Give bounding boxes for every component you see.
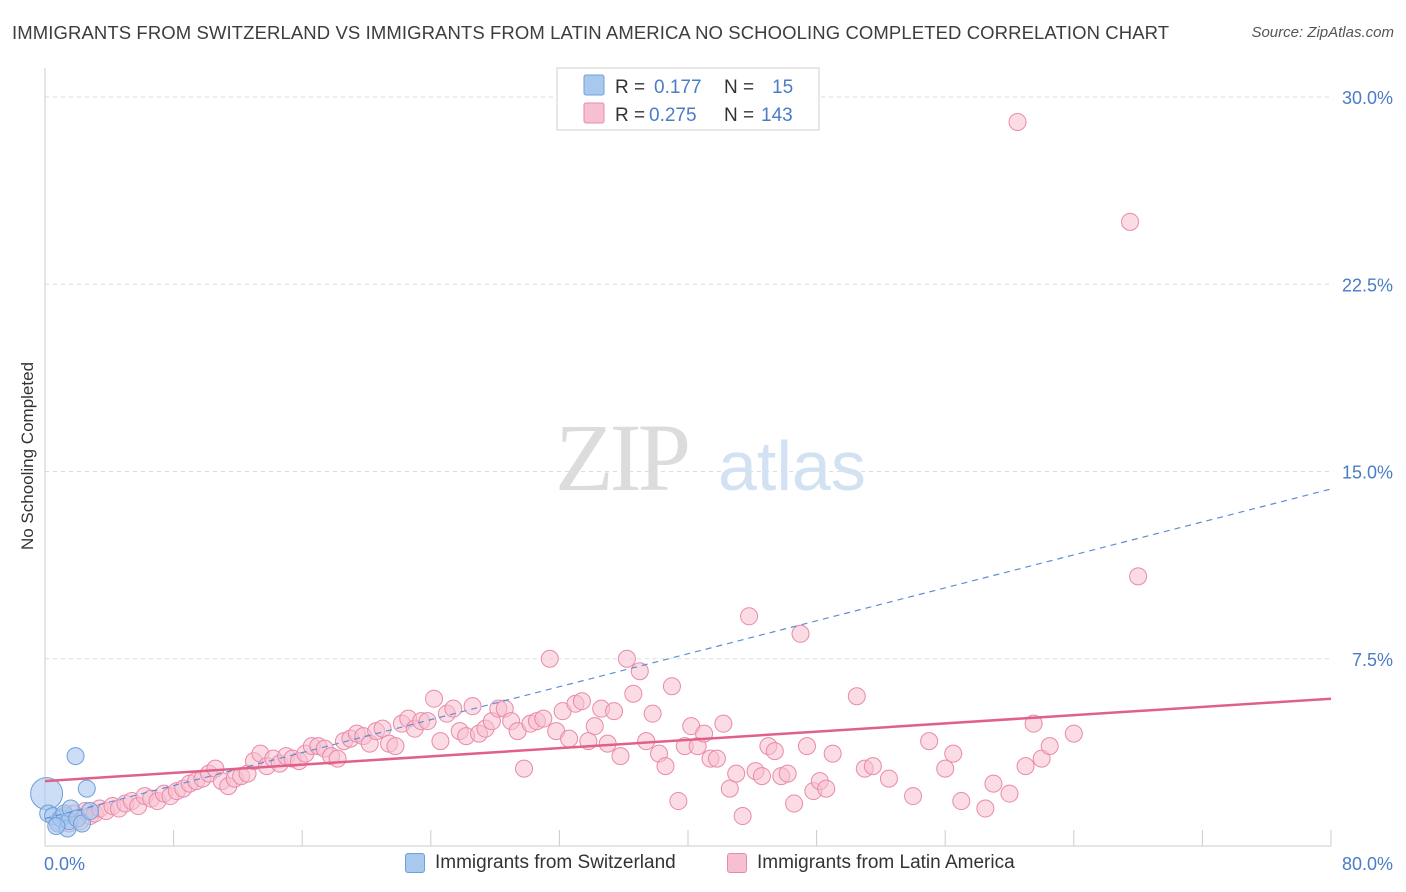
latin-america-point bbox=[976, 799, 995, 818]
latin-america-point bbox=[797, 737, 816, 756]
switzerland-trend-line bbox=[44, 488, 1332, 820]
latin-america-point bbox=[1040, 737, 1059, 756]
bottom-legend-item-latin-america: Immigrants from Latin America bbox=[727, 852, 1015, 874]
legend-r-label: R = bbox=[615, 105, 645, 126]
latin-america-point bbox=[373, 719, 392, 738]
latin-america-point bbox=[617, 649, 636, 668]
latin-america-point bbox=[572, 692, 591, 711]
latin-america-point bbox=[944, 744, 963, 763]
latin-america-point bbox=[785, 794, 804, 813]
latin-america-point bbox=[540, 649, 559, 668]
trend-layer bbox=[44, 488, 1332, 820]
legend-n-value: 15 bbox=[772, 77, 793, 98]
latin-america-point bbox=[1024, 714, 1043, 733]
latin-america-point bbox=[624, 684, 643, 703]
latin-america-point bbox=[328, 749, 347, 768]
latin-america-point bbox=[1129, 567, 1148, 586]
y-tick-label: 22.5% bbox=[1342, 275, 1393, 295]
switzerland-points bbox=[30, 747, 100, 838]
latin-america-point bbox=[585, 717, 604, 736]
latin-america-point bbox=[425, 689, 444, 708]
latin-america-point bbox=[733, 807, 752, 826]
bottom-legend-item-switzerland: Immigrants from Switzerland bbox=[405, 852, 676, 874]
legend-swatch-switzerland bbox=[583, 74, 605, 96]
watermark: ZIP atlas bbox=[555, 404, 866, 511]
latin-america-point bbox=[920, 732, 939, 751]
source-note: Source: ZipAtlas.com bbox=[1251, 24, 1394, 41]
latin-america-point bbox=[765, 742, 784, 761]
latin-america-point bbox=[662, 677, 681, 696]
latin-america-point bbox=[740, 607, 759, 626]
latin-america-point bbox=[431, 732, 450, 751]
latin-america-point bbox=[707, 749, 726, 768]
legend-n-label: N = bbox=[724, 105, 754, 126]
latin-america-point bbox=[444, 699, 463, 718]
latin-america-trend-line bbox=[44, 697, 1332, 783]
x-tick-label: 0.0% bbox=[44, 854, 85, 874]
watermark-zip: ZIP bbox=[555, 404, 688, 511]
axis-layer bbox=[44, 68, 1332, 847]
legend-n-value: 143 bbox=[761, 105, 793, 126]
latin-america-point bbox=[791, 624, 810, 643]
chart-title: IMMIGRANTS FROM SWITZERLAND VS IMMIGRANT… bbox=[12, 22, 1170, 43]
latin-america-point bbox=[904, 787, 923, 806]
correlation-legend: R = 0.177 N = 15 R = 0.275 N = 143 bbox=[556, 67, 820, 131]
latin-america-point bbox=[720, 779, 739, 798]
latin-america-point bbox=[879, 769, 898, 788]
y-tick-label: 7.5% bbox=[1352, 650, 1393, 670]
latin-america-point bbox=[1000, 784, 1019, 803]
latin-america-point bbox=[560, 729, 579, 748]
legend-r-value: 0.177 bbox=[654, 77, 702, 98]
legend-r-value: 0.275 bbox=[649, 105, 697, 126]
latin-america-point bbox=[630, 662, 649, 681]
latin-america-point bbox=[1016, 757, 1035, 776]
latin-america-point bbox=[847, 687, 866, 706]
latin-america-point bbox=[1008, 112, 1027, 131]
switzerland-point bbox=[47, 817, 66, 836]
x-tick-label: 80.0% bbox=[1342, 854, 1393, 874]
latin-america-point bbox=[714, 714, 733, 733]
latin-america-point bbox=[823, 744, 842, 763]
latin-america-point bbox=[1121, 212, 1140, 231]
switzerland-point bbox=[81, 802, 100, 821]
bottom-legend-swatch-latin-america bbox=[727, 853, 747, 873]
y-tick-label: 15.0% bbox=[1342, 463, 1393, 483]
legend-swatch-latin-america bbox=[583, 102, 605, 124]
legend-r-label: R = bbox=[615, 77, 645, 98]
bottom-legend-label: Immigrants from Latin America bbox=[757, 852, 1015, 873]
latin-america-point bbox=[984, 774, 1003, 793]
latin-america-point bbox=[605, 702, 624, 721]
legend-n-label: N = bbox=[724, 77, 754, 98]
latin-america-point bbox=[418, 712, 437, 731]
bottom-legend-swatch-switzerland bbox=[405, 853, 425, 873]
watermark-atlas: atlas bbox=[718, 427, 866, 505]
latin-america-point bbox=[752, 767, 771, 786]
bottom-legend-label: Immigrants from Switzerland bbox=[435, 852, 676, 873]
latin-america-point bbox=[863, 757, 882, 776]
latin-america-point bbox=[669, 792, 688, 811]
latin-america-point bbox=[643, 704, 662, 723]
tick-layer: 7.5% 15.0% 22.5% 30.0% 0.0% 80.0% bbox=[44, 88, 1393, 874]
latin-america-point bbox=[534, 709, 553, 728]
latin-america-point bbox=[1064, 724, 1083, 743]
y-tick-label: 30.0% bbox=[1342, 88, 1393, 108]
latin-america-point bbox=[386, 737, 405, 756]
latin-america-point bbox=[515, 759, 534, 778]
latin-america-point bbox=[936, 759, 955, 778]
latin-america-points bbox=[48, 112, 1148, 833]
latin-america-point bbox=[727, 764, 746, 783]
latin-america-point bbox=[611, 747, 630, 766]
latin-america-point bbox=[817, 779, 836, 798]
switzerland-point bbox=[66, 747, 85, 766]
switzerland-point bbox=[77, 779, 96, 798]
latin-america-point bbox=[463, 697, 482, 716]
latin-america-point bbox=[952, 792, 971, 811]
latin-america-point bbox=[778, 764, 797, 783]
latin-america-point bbox=[656, 757, 675, 776]
